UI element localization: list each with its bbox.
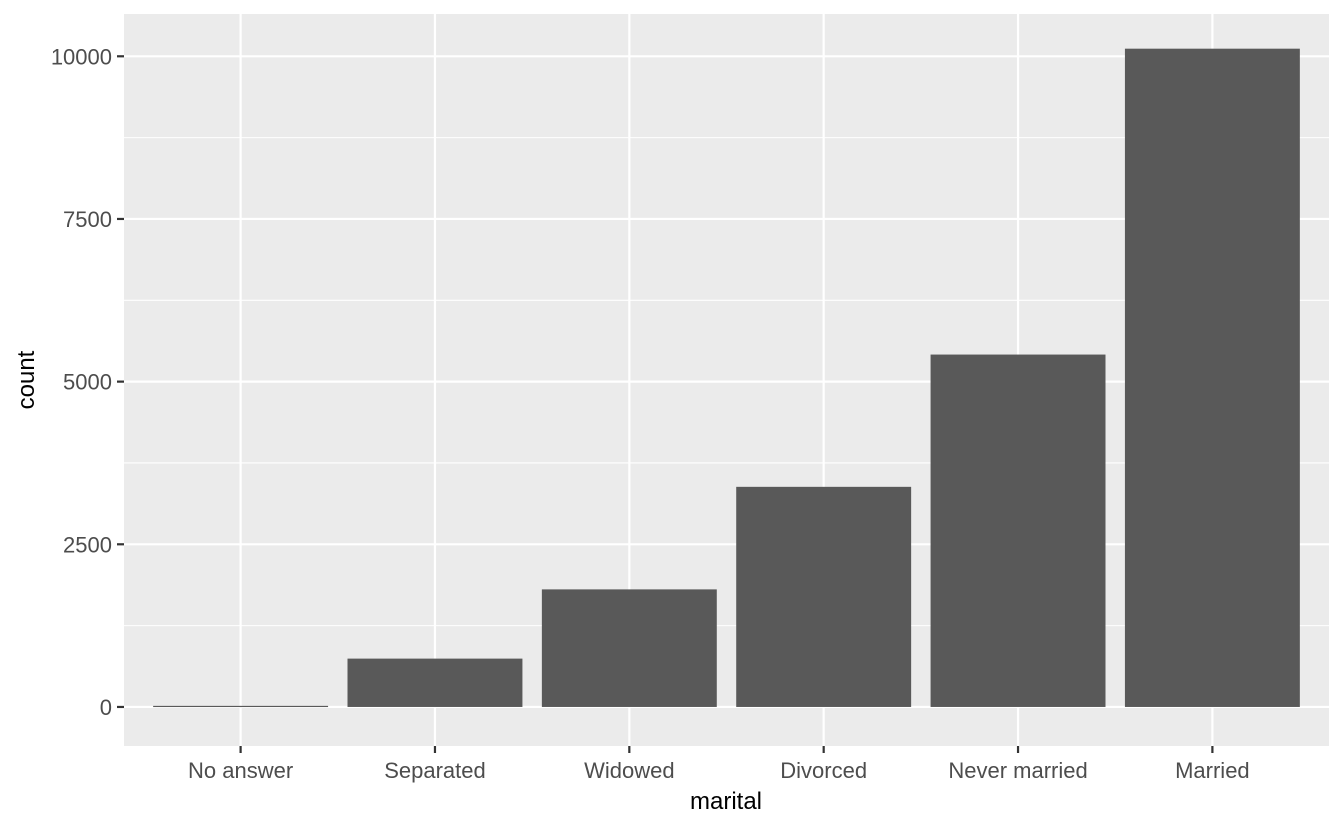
y-tick-label: 5000: [63, 370, 112, 395]
x-tick-label: Separated: [384, 758, 486, 783]
x-tick-label: Never married: [948, 758, 1087, 783]
bar-divorced: [736, 486, 912, 707]
y-axis-title: count: [13, 350, 40, 409]
x-axis-title: marital: [690, 788, 762, 815]
y-tick-label: 0: [100, 695, 112, 720]
bar-married: [1124, 48, 1300, 707]
bar-never-married: [930, 354, 1106, 707]
x-tick-label: Married: [1175, 758, 1250, 783]
x-axis: No answer Separated Widowed Divorced Never m…: [188, 746, 1250, 783]
bars: [153, 48, 1300, 708]
x-tick-label: No answer: [188, 758, 293, 783]
bar-widowed: [541, 589, 717, 707]
x-tick-label: Divorced: [780, 758, 867, 783]
y-tick-label: 10000: [51, 44, 112, 69]
bar-no-answer: [153, 705, 329, 708]
y-tick-label: 2500: [63, 532, 112, 557]
y-tick-label: 7500: [63, 207, 112, 232]
y-axis: 0 2500 5000 7500 10000: [51, 44, 124, 720]
x-tick-label: Widowed: [584, 758, 674, 783]
bar-separated: [347, 658, 523, 707]
